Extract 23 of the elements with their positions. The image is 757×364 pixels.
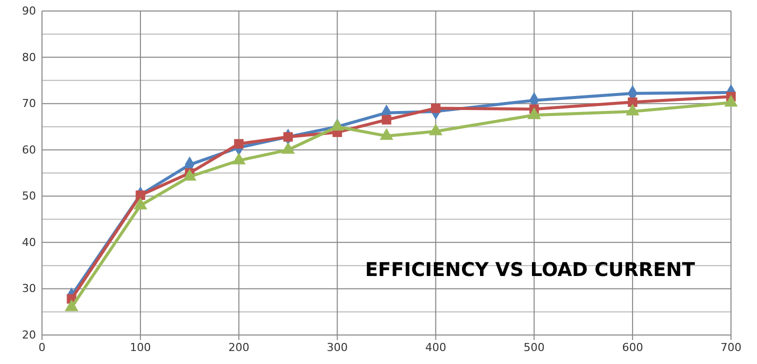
point — [234, 139, 244, 149]
point — [283, 132, 293, 142]
point — [628, 97, 638, 107]
x-tick-label: 600 — [622, 340, 644, 354]
point — [136, 190, 146, 200]
y-tick-label: 20 — [22, 328, 36, 342]
x-tick-label: 500 — [524, 340, 545, 354]
y-tick-label: 60 — [22, 143, 36, 156]
text: EFFICIENCY VS LOAD CURRENT — [365, 259, 695, 281]
y-tick-label: 50 — [22, 190, 36, 203]
x-tick-label: 300 — [326, 340, 348, 354]
x-tick-label: 0 — [38, 340, 46, 354]
x-tick-label: 100 — [130, 340, 151, 354]
y-tick-label: 90 — [22, 4, 36, 18]
y-tick-label: 40 — [22, 236, 36, 249]
x-tick-label: 700 — [720, 340, 742, 354]
x-tick-label: 200 — [228, 340, 250, 354]
y-tick-label: 30 — [22, 282, 36, 296]
y-tick-label: 80 — [22, 50, 36, 64]
x-tick-label: 400 — [425, 340, 446, 354]
y-tick-label: 70 — [22, 97, 36, 110]
point — [430, 103, 440, 113]
point — [382, 115, 392, 125]
